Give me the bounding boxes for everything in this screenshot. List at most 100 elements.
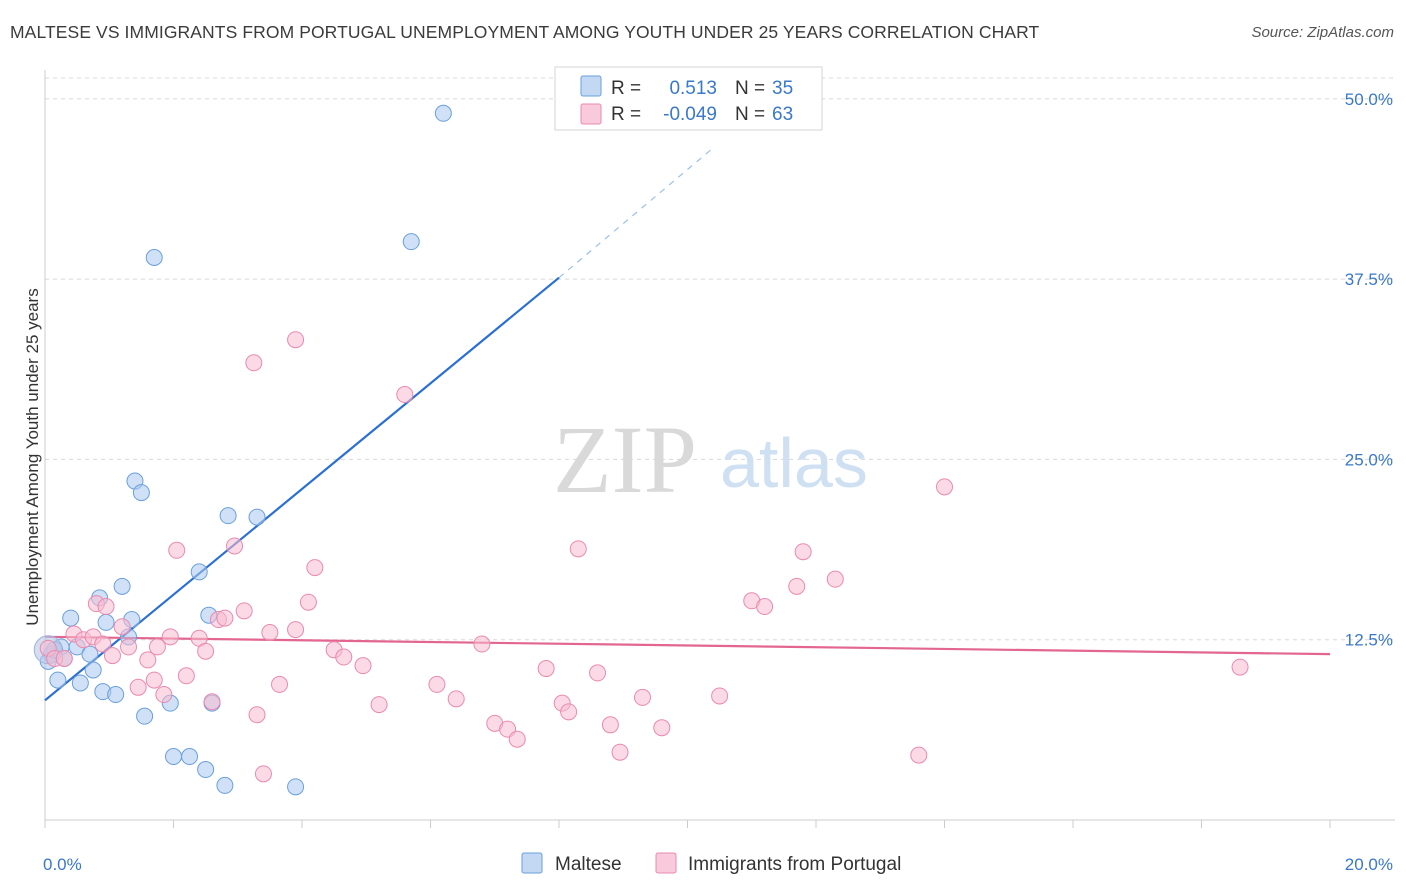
portugal-point bbox=[447, 690, 465, 708]
legend-r-value-1: 0.513 bbox=[669, 78, 717, 99]
maltese-point bbox=[136, 707, 154, 725]
bottom-legend-swatch-maltese bbox=[521, 852, 543, 874]
portugal-point bbox=[197, 642, 215, 660]
chart-title: MALTESE VS IMMIGRANTS FROM PORTUGAL UNEM… bbox=[10, 22, 1040, 42]
portugal-point bbox=[569, 540, 587, 558]
maltese-point bbox=[81, 645, 99, 663]
x-tick-max: 20.0% bbox=[1345, 855, 1393, 874]
portugal-point bbox=[354, 657, 372, 675]
legend-swatch-maltese bbox=[580, 75, 602, 97]
maltese-point bbox=[113, 577, 131, 595]
legend-r-label-1: R = bbox=[611, 78, 641, 99]
maltese-point bbox=[197, 761, 215, 779]
legend-r-value-2: -0.049 bbox=[663, 104, 717, 125]
portugal-point bbox=[299, 593, 317, 611]
y-tick-label: 37.5% bbox=[1345, 270, 1393, 289]
portugal-point bbox=[589, 664, 607, 682]
bottom-legend-label-portugal: Immigrants from Portugal bbox=[688, 854, 901, 875]
axes bbox=[44, 70, 1395, 821]
portugal-point bbox=[148, 638, 166, 656]
legend-swatch-portugal bbox=[580, 103, 602, 125]
maltese-point bbox=[62, 609, 80, 627]
maltese-point bbox=[219, 507, 237, 525]
portugal-point bbox=[226, 537, 244, 555]
y-tick-label: 25.0% bbox=[1345, 450, 1393, 469]
maltese-point bbox=[248, 508, 266, 526]
portugal-point bbox=[473, 635, 491, 653]
legend-r-label-2: R = bbox=[611, 104, 641, 125]
portugal-point bbox=[216, 609, 234, 627]
maltese-points bbox=[33, 104, 452, 796]
portugal-point bbox=[611, 743, 629, 761]
watermark-atlas: atlas bbox=[720, 424, 868, 502]
x-tick-min: 0.0% bbox=[43, 855, 82, 874]
maltese-point bbox=[165, 748, 182, 766]
maltese-point bbox=[84, 661, 102, 679]
portugal-point bbox=[113, 618, 131, 636]
portugal-points bbox=[39, 331, 1249, 783]
portugal-point bbox=[97, 598, 115, 616]
portugal-point bbox=[168, 541, 186, 559]
maltese-point bbox=[216, 776, 234, 794]
maltese-point bbox=[132, 484, 150, 502]
portugal-point bbox=[120, 638, 138, 656]
portugal-point bbox=[711, 687, 729, 705]
maltese-point bbox=[402, 233, 420, 251]
portugal-point bbox=[794, 543, 812, 561]
portugal-point bbox=[161, 628, 179, 646]
portugal-point bbox=[428, 675, 446, 693]
correlation-legend: R = 0.513 N = 35 R = -0.049 N = 63 bbox=[554, 66, 823, 131]
y-tick-label: 50.0% bbox=[1345, 90, 1393, 109]
portugal-point bbox=[335, 648, 353, 666]
x-ticks bbox=[44, 820, 1331, 828]
portugal-point bbox=[508, 730, 526, 748]
portugal-point bbox=[287, 331, 305, 349]
portugal-point bbox=[560, 703, 578, 721]
series-legend: Maltese Immigrants from Portugal bbox=[521, 852, 901, 875]
maltese-point bbox=[287, 778, 305, 796]
portugal-point bbox=[756, 598, 774, 616]
portugal-point bbox=[203, 693, 221, 711]
maltese-point bbox=[71, 674, 89, 692]
maltese-point bbox=[49, 671, 67, 689]
portugal-point bbox=[788, 577, 806, 595]
portugal-point bbox=[261, 624, 279, 641]
maltese-point bbox=[434, 104, 452, 122]
portugal-point bbox=[94, 635, 112, 653]
bottom-legend-label-maltese: Maltese bbox=[555, 854, 622, 875]
maltese-point bbox=[181, 748, 199, 766]
portugal-point bbox=[1231, 658, 1249, 676]
bottom-legend-swatch-portugal bbox=[655, 852, 677, 874]
portugal-point bbox=[910, 746, 928, 764]
legend-n-label-1: N = bbox=[735, 78, 765, 99]
portugal-point bbox=[245, 354, 263, 372]
portugal-point bbox=[145, 671, 163, 689]
portugal-point bbox=[235, 602, 253, 620]
watermark-zip: ZIP bbox=[553, 406, 697, 513]
y-tick-label: 12.5% bbox=[1345, 631, 1393, 650]
legend-n-value-1: 35 bbox=[772, 78, 793, 99]
portugal-point bbox=[601, 716, 619, 734]
portugal-point bbox=[396, 386, 414, 404]
portugal-point bbox=[306, 559, 324, 577]
portugal-point bbox=[139, 651, 157, 669]
maltese-point bbox=[190, 563, 208, 581]
portugal-point bbox=[155, 686, 173, 704]
portugal-point bbox=[287, 621, 305, 639]
maltese-point bbox=[97, 613, 115, 631]
maltese-point bbox=[145, 249, 163, 266]
maltese-trend-extension bbox=[558, 147, 714, 279]
portugal-point bbox=[177, 667, 195, 685]
portugal-point bbox=[653, 719, 671, 737]
watermark: ZIP atlas bbox=[553, 406, 868, 513]
portugal-point bbox=[826, 570, 844, 588]
portugal-point bbox=[248, 706, 266, 724]
maltese-point bbox=[107, 686, 125, 704]
portugal-point bbox=[129, 678, 147, 696]
y-axis-label: Unemployment Among Youth under 25 years bbox=[23, 288, 42, 625]
portugal-point bbox=[936, 478, 953, 496]
portugal-point bbox=[537, 660, 555, 678]
portugal-point bbox=[55, 649, 73, 667]
portugal-point bbox=[271, 675, 289, 693]
